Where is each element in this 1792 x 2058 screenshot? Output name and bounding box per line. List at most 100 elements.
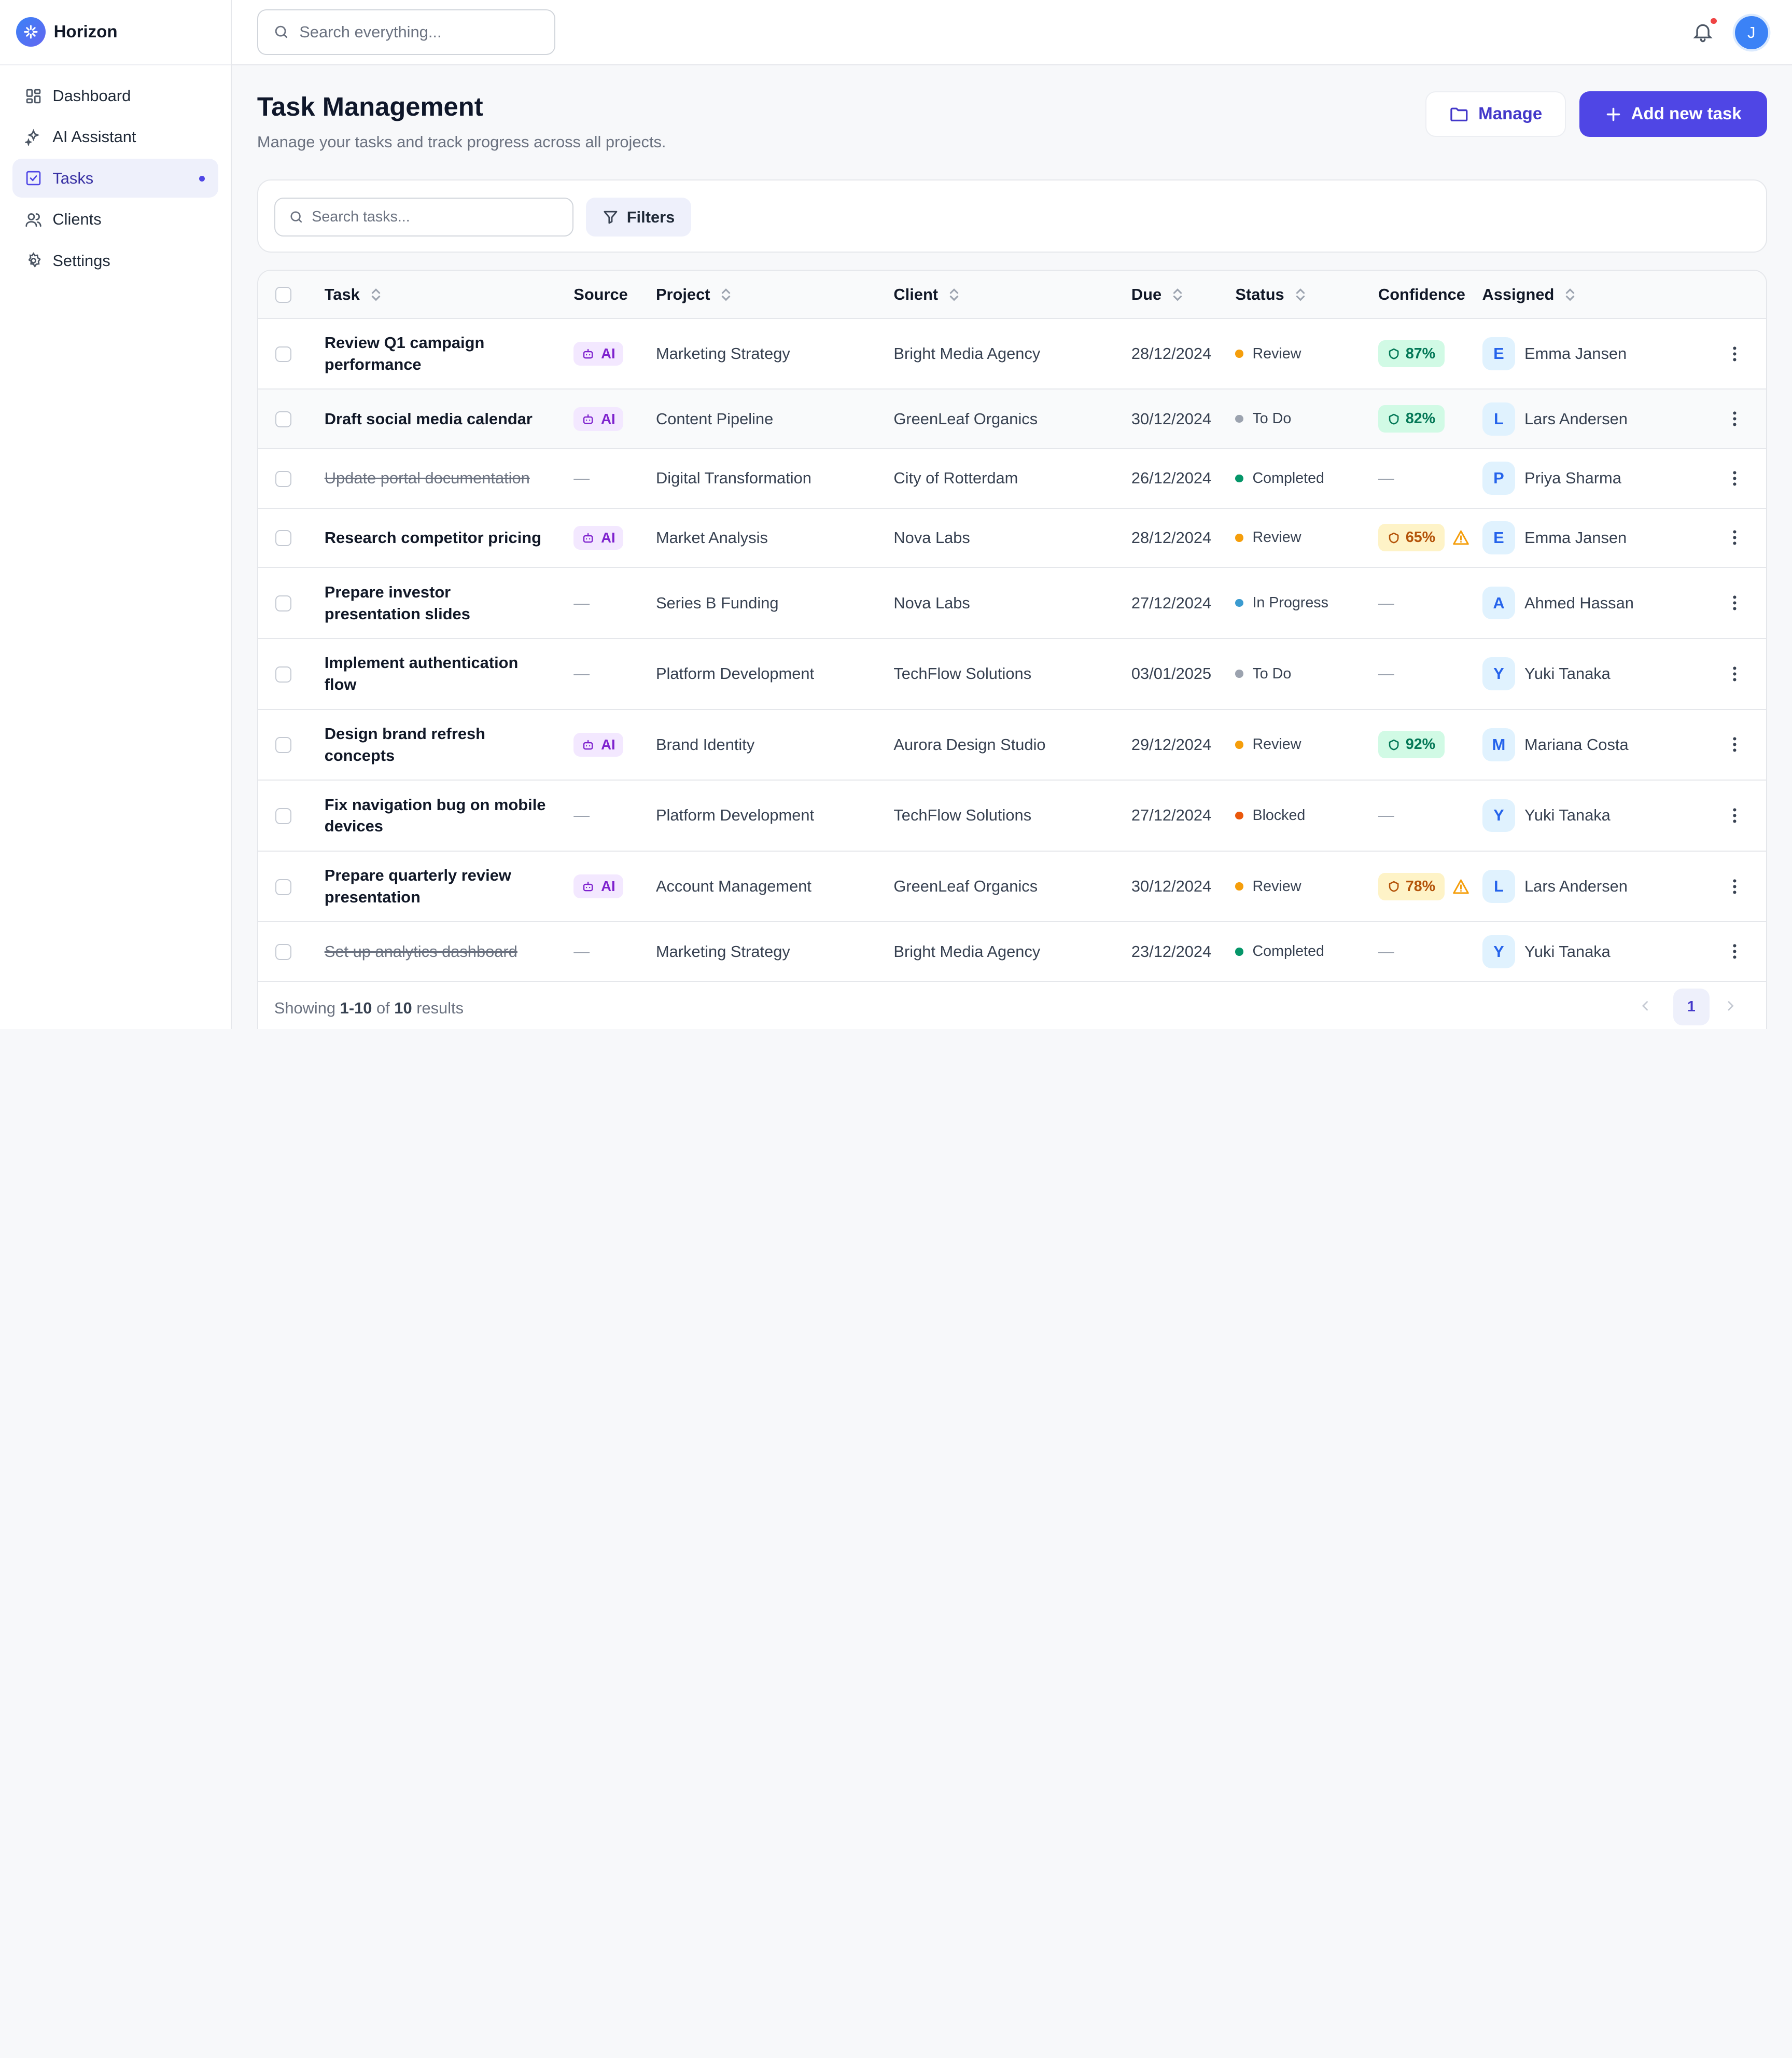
sidebar-item-label: Settings [52, 251, 110, 270]
add-task-button[interactable]: Add new task [1579, 91, 1767, 137]
due-date: 03/01/2025 [1131, 664, 1212, 683]
confidence-badge: 87% [1378, 340, 1445, 368]
user-avatar[interactable]: J [1734, 16, 1768, 49]
status-label: Blocked [1252, 806, 1306, 824]
task-title[interactable]: Prepare quarterly review presentation [324, 866, 511, 907]
manage-label: Manage [1478, 104, 1543, 124]
more-vertical-icon[interactable] [1732, 808, 1737, 824]
table-row[interactable]: Research competitor pricing AI Market Anal… [258, 509, 1766, 568]
due-date: 28/12/2024 [1131, 528, 1212, 547]
client-name: GreenLeaf Organics [893, 877, 1038, 896]
task-title[interactable]: Design brand refresh concepts [324, 724, 485, 764]
more-vertical-icon[interactable] [1732, 411, 1737, 427]
sidebar-item-dashboard[interactable]: Dashboard [12, 77, 218, 116]
sidebar-item-clients[interactable]: Clients [12, 200, 218, 239]
task-title[interactable]: Review Q1 campaign performance [324, 333, 485, 374]
table-row[interactable]: Review Q1 campaign performance AI Marketin… [258, 319, 1766, 390]
column-header-status[interactable]: Status [1235, 271, 1306, 319]
row-checkbox[interactable] [275, 879, 291, 895]
row-checkbox[interactable] [275, 346, 291, 363]
column-header-due[interactable]: Due [1131, 271, 1183, 319]
more-vertical-icon[interactable] [1732, 666, 1737, 682]
status-label: Completed [1252, 943, 1324, 960]
shield-icon [1389, 739, 1399, 750]
more-vertical-icon[interactable] [1732, 346, 1737, 362]
table-header: Task Source Project Client Due Status Co… [258, 271, 1766, 319]
sidebar-item-ai-assistant[interactable]: AI Assistant [12, 118, 218, 157]
client-name: Bright Media Agency [893, 344, 1041, 363]
column-label: Client [893, 285, 939, 304]
source-empty: — [573, 593, 590, 612]
table-row[interactable]: Fix navigation bug on mobile devices — Pla… [258, 781, 1766, 852]
assignee-name: Ahmed Hassan [1524, 593, 1634, 612]
table-row[interactable]: Update portal documentation — Digital Tran… [258, 449, 1766, 509]
table-row[interactable]: Set up analytics dashboard — Marketing Str… [258, 922, 1766, 982]
column-header-project[interactable]: Project [656, 271, 732, 319]
row-checkbox[interactable] [275, 944, 291, 961]
more-vertical-icon[interactable] [1732, 736, 1737, 753]
ai-source-badge: AI [573, 525, 624, 550]
column-label: Assigned [1482, 285, 1555, 304]
more-vertical-icon[interactable] [1732, 943, 1737, 960]
table-row[interactable]: Draft social media calendar AI Content Pip… [258, 390, 1766, 449]
robot-icon [583, 349, 593, 359]
row-checkbox[interactable] [275, 470, 291, 487]
filters-button[interactable]: Filters [586, 198, 692, 237]
warning-icon [1453, 530, 1469, 545]
confidence-badge: 65% [1378, 524, 1445, 552]
row-checkbox[interactable] [275, 808, 291, 824]
task-title[interactable]: Update portal documentation [324, 469, 530, 488]
confidence-value: 82% [1405, 410, 1436, 427]
row-checkbox[interactable] [275, 737, 291, 754]
add-task-label: Add new task [1631, 104, 1742, 124]
due-date: 27/12/2024 [1131, 593, 1212, 612]
client-name: Nova Labs [893, 528, 970, 547]
brand[interactable]: Horizon [0, 0, 231, 65]
more-vertical-icon[interactable] [1732, 470, 1737, 486]
task-title[interactable]: Set up analytics dashboard [324, 942, 517, 961]
task-search[interactable] [274, 198, 574, 237]
task-title[interactable]: Draft social media calendar [324, 409, 533, 428]
page-button-current[interactable]: 1 [1673, 989, 1710, 1025]
sidebar-item-tasks[interactable]: Tasks [12, 159, 219, 198]
column-header-client[interactable]: Client [893, 271, 960, 319]
task-title[interactable]: Implement authentication flow [324, 653, 519, 694]
row-checkbox[interactable] [275, 595, 291, 611]
bell-icon[interactable] [1691, 19, 1714, 44]
task-title[interactable]: Prepare investor presentation slides [324, 582, 470, 623]
row-checkbox[interactable] [275, 530, 291, 547]
select-all-checkbox[interactable] [275, 287, 291, 303]
sort-icon [1173, 288, 1182, 301]
table-row[interactable]: Design brand refresh concepts AI Brand Ide… [258, 710, 1766, 781]
robot-icon [583, 533, 593, 543]
search-icon [290, 211, 302, 223]
results-word: results [416, 999, 464, 1018]
more-vertical-icon[interactable] [1732, 595, 1737, 611]
status-dot [1235, 599, 1243, 607]
column-header-task[interactable]: Task [325, 271, 382, 319]
task-title[interactable]: Research competitor pricing [324, 528, 541, 547]
row-checkbox[interactable] [275, 411, 291, 428]
sort-icon [371, 288, 380, 301]
manage-button[interactable]: Manage [1425, 91, 1566, 137]
chevron-right-icon[interactable] [1724, 998, 1737, 1014]
sidebar-item-settings[interactable]: Settings [12, 241, 218, 280]
project-name: Series B Funding [655, 593, 779, 612]
global-search[interactable] [257, 9, 556, 55]
client-name: Nova Labs [893, 593, 970, 612]
table-row[interactable]: Prepare investor presentation slides — Ser… [258, 568, 1766, 639]
column-header-source: Source [573, 271, 628, 319]
more-vertical-icon[interactable] [1732, 879, 1737, 895]
active-indicator-dot [199, 176, 205, 182]
row-checkbox[interactable] [275, 666, 291, 683]
task-title[interactable]: Fix navigation bug on mobile devices [324, 795, 546, 836]
task-search-input[interactable] [312, 208, 552, 226]
more-vertical-icon[interactable] [1732, 530, 1737, 546]
global-search-input[interactable] [299, 22, 528, 41]
chevron-left-icon[interactable] [1639, 998, 1652, 1014]
ai-source-label: AI [601, 736, 615, 753]
project-name: Marketing Strategy [655, 344, 790, 363]
table-row[interactable]: Prepare quarterly review presentation AI A… [258, 852, 1766, 923]
column-header-assigned[interactable]: Assigned [1482, 271, 1576, 319]
table-row[interactable]: Implement authentication flow — Platform D… [258, 639, 1766, 710]
